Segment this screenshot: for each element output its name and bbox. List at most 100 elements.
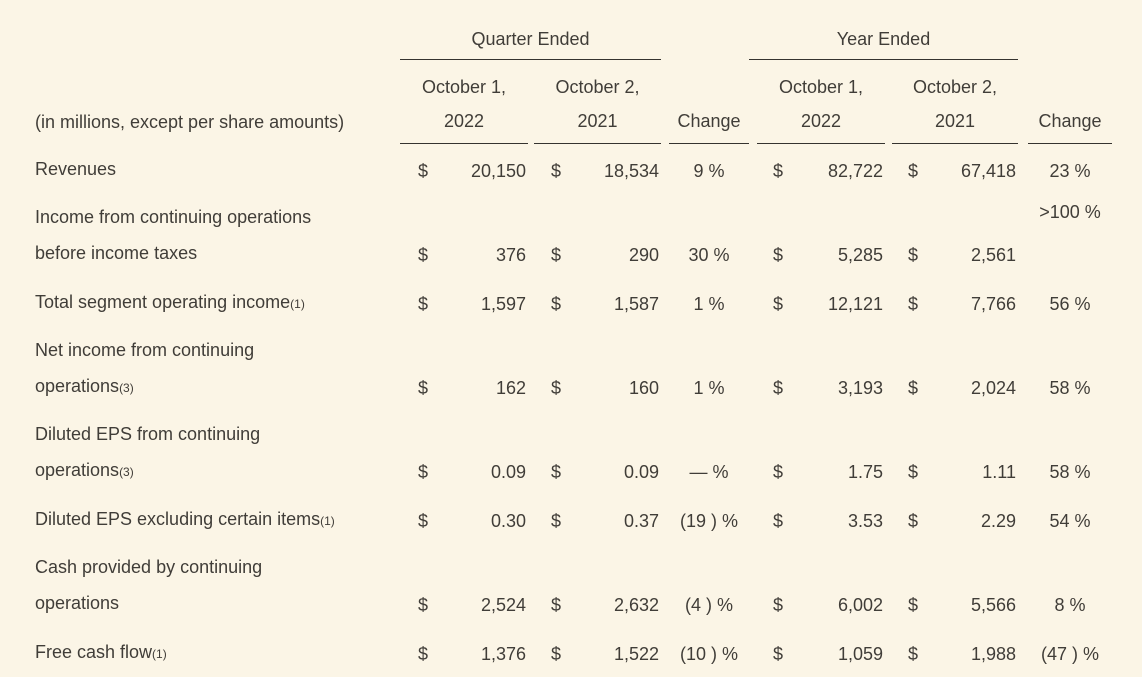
change-cell: 23 % (1049, 161, 1091, 181)
table-row-income-before-taxes: Income from continuing operations before… (0, 194, 1142, 278)
value-cell: 1.75 (847, 462, 883, 482)
column-header-year-2021: October 2, 2021 (892, 60, 1018, 144)
units-note: (in millions, except per share amounts) (35, 112, 345, 132)
change-cell: 58 % (1049, 462, 1091, 482)
dollar-sign: $ (418, 462, 429, 482)
change-cell: — % (689, 462, 729, 482)
footnote-marker: (1) (290, 297, 305, 311)
change-cell: 56 % (1049, 294, 1091, 314)
table-row-net-income: Net income from continuing operations(3)… (0, 327, 1142, 411)
change-cell: 8 % (1054, 595, 1086, 615)
row-label: Income from continuing operations before… (35, 207, 312, 263)
dollar-sign: $ (908, 294, 919, 314)
dollar-sign: $ (773, 511, 784, 531)
column-header-quarter-2022: October 1, 2022 (400, 60, 528, 144)
value-cell: 2,024 (970, 378, 1016, 398)
value-cell: 2,561 (970, 245, 1016, 265)
value-cell: 1,597 (480, 294, 526, 314)
row-label: Total segment operating income(1) (35, 292, 305, 312)
dollar-sign: $ (418, 294, 429, 314)
dollar-sign: $ (908, 595, 919, 615)
value-cell: 0.30 (490, 511, 526, 531)
dollar-sign: $ (418, 595, 429, 615)
column-header-quarter-2021: October 2, 2021 (534, 60, 661, 144)
change-cell: 1 % (693, 378, 725, 398)
row-label: Free cash flow(1) (35, 642, 167, 662)
dollar-sign: $ (908, 644, 919, 664)
value-cell: 5,285 (837, 245, 883, 265)
column-header-year-2022: October 1, 2022 (757, 60, 885, 144)
dollar-sign: $ (551, 644, 562, 664)
change-cell: 30 % (688, 245, 730, 265)
value-cell: 162 (495, 378, 526, 398)
dollar-sign: $ (551, 595, 562, 615)
table-row-cash-provided: Cash provided by continuing operations $… (0, 544, 1142, 628)
dollar-sign: $ (773, 644, 784, 664)
dollar-sign: $ (908, 245, 919, 265)
value-cell: 3,193 (837, 378, 883, 398)
value-cell: 6,002 (837, 595, 883, 615)
column-group-year-ended: Year Ended (749, 0, 1018, 60)
footnote-marker: (3) (119, 465, 134, 479)
dollar-sign: $ (773, 378, 784, 398)
value-cell: 2,632 (613, 595, 659, 615)
change-cell: >100 % (1039, 202, 1101, 222)
table-row-free-cash-flow: Free cash flow(1) $ 1,376 $ 1,522 (10 ) … (0, 628, 1142, 677)
value-cell: 1,522 (613, 644, 659, 664)
footnote-marker: (1) (152, 647, 167, 661)
value-cell: 12,121 (827, 294, 883, 314)
dollar-sign: $ (418, 245, 429, 265)
value-cell: 1,059 (837, 644, 883, 664)
value-cell: 7,766 (970, 294, 1016, 314)
dollar-sign: $ (773, 595, 784, 615)
value-cell: 0.37 (623, 511, 659, 531)
row-label: Cash provided by continuing operations (35, 557, 263, 613)
dollar-sign: $ (908, 378, 919, 398)
dollar-sign: $ (908, 161, 919, 181)
change-cell: (47 ) % (1040, 644, 1100, 664)
dollar-sign: $ (773, 245, 784, 265)
dollar-sign: $ (551, 511, 562, 531)
footnote-marker: (3) (119, 381, 134, 395)
dollar-sign: $ (551, 378, 562, 398)
value-cell: 18,534 (603, 161, 659, 181)
change-cell: 1 % (693, 294, 725, 314)
value-cell: 2.29 (980, 511, 1016, 531)
value-cell: 1,376 (480, 644, 526, 664)
change-cell: 58 % (1049, 378, 1091, 398)
dollar-sign: $ (551, 161, 562, 181)
value-cell: 2,524 (480, 595, 526, 615)
table-row-revenues: Revenues $ 20,150 $ 18,534 9 % $ 82,722 … (0, 144, 1142, 194)
table-row-diluted-eps-excluding-items: Diluted EPS excluding certain items(1) $… (0, 495, 1142, 544)
value-cell: 1,988 (970, 644, 1016, 664)
value-cell: 290 (628, 245, 659, 265)
row-label: Diluted EPS excluding certain items(1) (35, 509, 335, 529)
value-cell: 5,566 (970, 595, 1016, 615)
table-row-diluted-eps: Diluted EPS from continuing operations(3… (0, 411, 1142, 495)
change-cell: 9 % (693, 161, 725, 181)
change-cell: (4 ) % (684, 595, 733, 615)
column-header-quarter-change: Change (669, 60, 749, 144)
value-cell: 376 (495, 245, 526, 265)
table-header: (in millions, except per share amounts) … (0, 0, 1142, 144)
dollar-sign: $ (773, 294, 784, 314)
value-cell: 160 (628, 378, 659, 398)
dollar-sign: $ (418, 644, 429, 664)
value-cell: 3.53 (847, 511, 883, 531)
table-row-segment-operating-income: Total segment operating income(1) $ 1,59… (0, 278, 1142, 327)
dollar-sign: $ (773, 161, 784, 181)
change-cell: (10 ) % (679, 644, 739, 664)
value-cell: 0.09 (490, 462, 526, 482)
footnote-marker: (1) (320, 514, 335, 528)
dollar-sign: $ (551, 462, 562, 482)
dollar-sign: $ (773, 462, 784, 482)
row-label: Diluted EPS from continuing operations(3… (35, 424, 261, 480)
value-cell: 1.11 (982, 462, 1016, 482)
value-cell: 0.09 (623, 462, 659, 482)
dollar-sign: $ (418, 378, 429, 398)
row-label: Net income from continuing operations(3) (35, 340, 255, 396)
change-cell: (19 ) % (679, 511, 739, 531)
column-group-quarter-ended: Quarter Ended (400, 0, 661, 60)
value-cell: 67,418 (960, 161, 1016, 181)
